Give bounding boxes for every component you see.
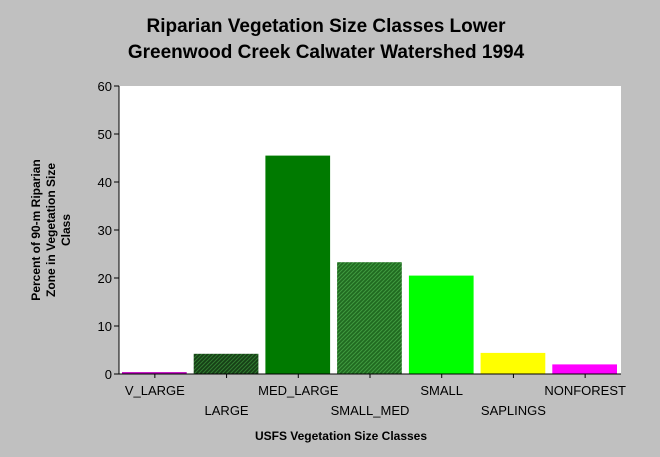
- bar-small: [408, 275, 474, 374]
- bar-med-large: [265, 155, 331, 374]
- y-tick-label: 0: [105, 367, 112, 382]
- y-tick-label: 60: [98, 79, 112, 94]
- x-tick-label-small: SMALL: [420, 383, 463, 398]
- y-ticks-group: 0 10 20 30 40 50 60: [98, 79, 119, 382]
- y-tick-label: 10: [98, 319, 112, 334]
- x-axis-label: USFS Vegetation Size Classes: [255, 429, 427, 443]
- x-tick-label-saplings: SAPLINGS: [481, 403, 546, 418]
- y-tick-label: 50: [98, 127, 112, 142]
- x-ticks-group: V_LARGE LARGE MED_LARGE SMALL_MED SMALL SAPLI…: [125, 374, 626, 418]
- chart-title-line-2: Greenwood Creek Calwater Watershed 1994: [128, 42, 525, 63]
- y-axis-label-line-1: Percent of 90-m Riparian: [29, 159, 43, 300]
- bars-group: [122, 155, 617, 374]
- bar-small-med: [337, 262, 402, 374]
- x-tick-label-large: LARGE: [205, 403, 249, 418]
- x-tick-label-nonforest: NONFOREST: [544, 383, 626, 398]
- bar-v-large: [122, 372, 187, 374]
- chart-title-line-1: Riparian Vegetation Size Classes Lower: [146, 16, 506, 37]
- x-tick-label-v-large: V_LARGE: [125, 383, 185, 398]
- x-tick-label-med-large: MED_LARGE: [258, 383, 339, 398]
- y-axis-label-line-2: Zone in Vegetation Size: [44, 163, 58, 297]
- y-tick-label: 40: [98, 175, 112, 190]
- bar-large: [193, 353, 259, 374]
- y-axis-label: Percent of 90-m Riparian Zone in Vegetat…: [29, 159, 73, 300]
- y-axis-label-line-3: Class: [59, 214, 73, 246]
- bar-saplings: [480, 352, 546, 374]
- y-tick-label: 20: [98, 271, 112, 286]
- x-tick-label-small-med: SMALL_MED: [331, 403, 410, 418]
- y-tick-label: 30: [98, 223, 112, 238]
- bar-nonforest: [552, 364, 617, 374]
